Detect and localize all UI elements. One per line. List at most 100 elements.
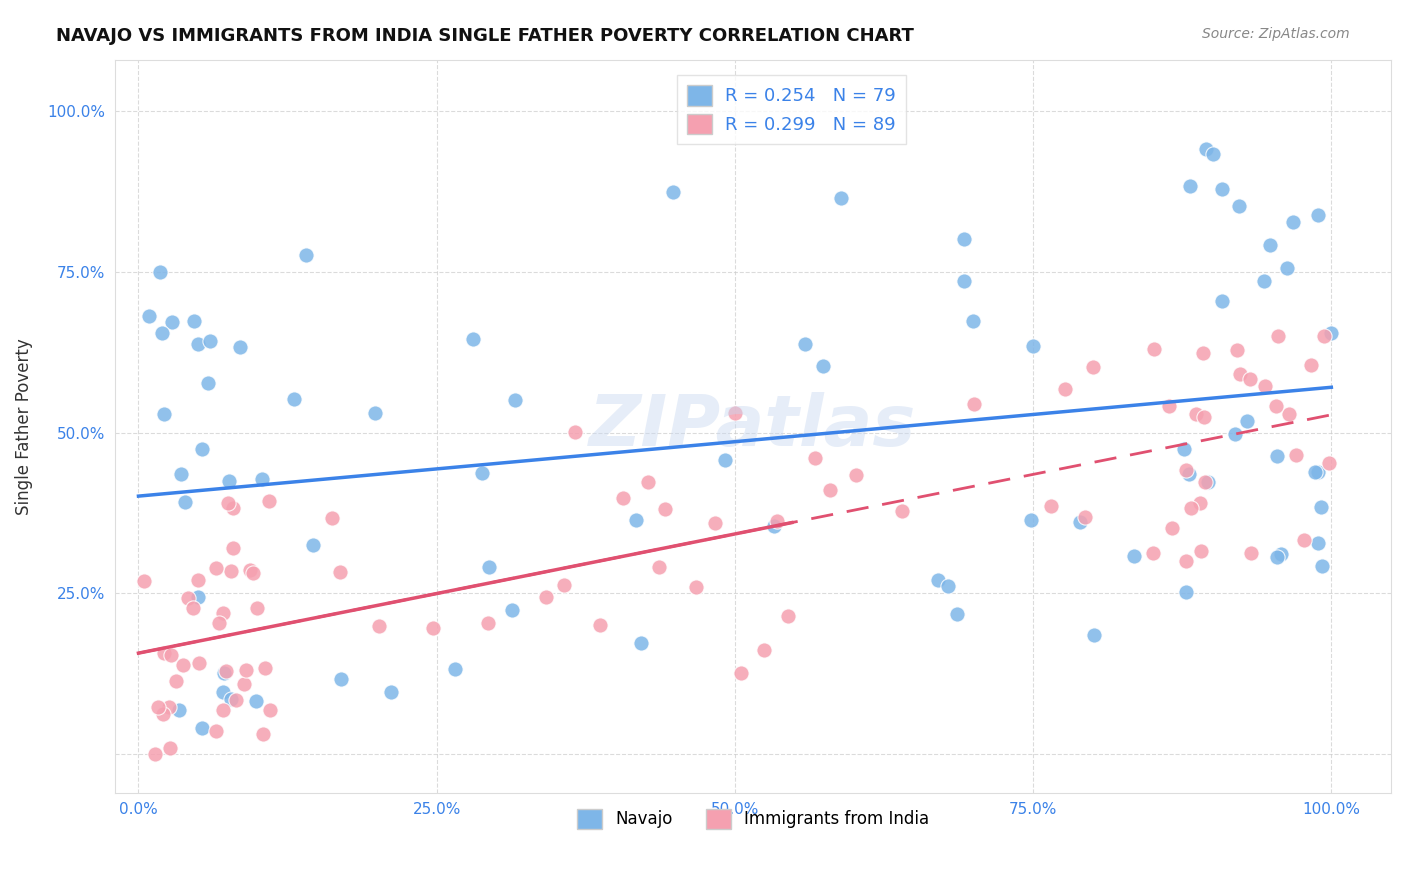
Immigrants from India (212, 606, 235, 620)
Navajo (626, 513, 648, 527)
Immigrants from India (776, 609, 799, 624)
Immigrants from India (217, 496, 239, 510)
Navajo (229, 340, 252, 354)
Navajo (1173, 442, 1195, 456)
Legend: Navajo, Immigrants from India: Navajo, Immigrants from India (569, 802, 936, 836)
Navajo (295, 248, 318, 262)
Navajo (763, 519, 786, 533)
Immigrants from India (181, 600, 204, 615)
Immigrants from India (648, 560, 671, 574)
Navajo (198, 334, 221, 349)
Immigrants from India (534, 590, 557, 604)
Navajo (1223, 426, 1246, 441)
Navajo (461, 332, 484, 346)
Immigrants from India (177, 591, 200, 606)
Immigrants from India (221, 500, 243, 515)
Navajo (813, 359, 835, 373)
Immigrants from India (212, 703, 235, 717)
Navajo (1303, 466, 1326, 480)
Navajo (1270, 547, 1292, 561)
Immigrants from India (152, 707, 174, 722)
Immigrants from India (1278, 407, 1301, 421)
Immigrants from India (239, 564, 262, 578)
Immigrants from India (477, 616, 499, 631)
Immigrants from India (637, 475, 659, 489)
Immigrants from India (242, 566, 264, 580)
Immigrants from India (1240, 546, 1263, 560)
Navajo (953, 232, 976, 246)
Navajo (1123, 549, 1146, 563)
Navajo (169, 703, 191, 717)
Navajo (1180, 179, 1202, 194)
Navajo (149, 265, 172, 279)
Navajo (197, 376, 219, 390)
Navajo (471, 467, 494, 481)
Navajo (170, 467, 193, 481)
Immigrants from India (589, 618, 612, 632)
Navajo (1320, 326, 1343, 340)
Immigrants from India (1191, 544, 1213, 558)
Navajo (630, 636, 652, 650)
Navajo (1308, 536, 1330, 550)
Immigrants from India (1039, 499, 1062, 513)
Immigrants from India (235, 663, 257, 677)
Immigrants from India (219, 564, 242, 578)
Immigrants from India (724, 406, 747, 420)
Immigrants from India (187, 573, 209, 587)
Navajo (183, 314, 205, 328)
Immigrants from India (730, 666, 752, 681)
Immigrants from India (1317, 456, 1340, 470)
Immigrants from India (422, 621, 444, 635)
Navajo (1194, 143, 1216, 157)
Navajo (330, 673, 353, 687)
Immigrants from India (160, 648, 183, 663)
Navajo (191, 442, 214, 456)
Immigrants from India (1239, 372, 1261, 386)
Immigrants from India (1185, 407, 1208, 421)
Navajo (962, 313, 984, 327)
Immigrants from India (172, 658, 194, 673)
Navajo (302, 538, 325, 552)
Immigrants from India (845, 468, 868, 483)
Navajo (444, 662, 467, 676)
Immigrants from India (564, 425, 586, 439)
Navajo (174, 495, 197, 509)
Navajo (245, 694, 267, 708)
Navajo (1236, 414, 1258, 428)
Immigrants from India (134, 574, 156, 588)
Immigrants from India (246, 601, 269, 615)
Navajo (212, 666, 235, 681)
Navajo (219, 692, 242, 706)
Immigrants from India (259, 494, 281, 508)
Immigrants from India (1174, 462, 1197, 476)
Navajo (1282, 214, 1305, 228)
Immigrants from India (225, 693, 247, 707)
Immigrants from India (1159, 399, 1181, 413)
Navajo (160, 314, 183, 328)
Immigrants from India (1142, 546, 1164, 560)
Navajo (1310, 500, 1333, 515)
Immigrants from India (1226, 343, 1249, 357)
Navajo (187, 590, 209, 604)
Navajo (1211, 181, 1233, 195)
Immigrants from India (1301, 359, 1323, 373)
Navajo (661, 186, 683, 200)
Immigrants from India (1265, 400, 1288, 414)
Immigrants from India (253, 661, 276, 675)
Immigrants from India (259, 703, 281, 717)
Text: Source: ZipAtlas.com: Source: ZipAtlas.com (1202, 27, 1350, 41)
Immigrants from India (703, 516, 725, 530)
Navajo (187, 336, 209, 351)
Navajo (191, 721, 214, 735)
Immigrants from India (207, 616, 229, 631)
Immigrants from India (233, 676, 256, 690)
Y-axis label: Single Father Poverty: Single Father Poverty (15, 338, 32, 515)
Immigrants from India (222, 541, 245, 556)
Navajo (714, 453, 737, 467)
Immigrants from India (152, 646, 174, 660)
Immigrants from India (1180, 501, 1202, 516)
Navajo (927, 573, 949, 587)
Immigrants from India (329, 565, 352, 579)
Navajo (936, 578, 959, 592)
Navajo (1253, 274, 1275, 288)
